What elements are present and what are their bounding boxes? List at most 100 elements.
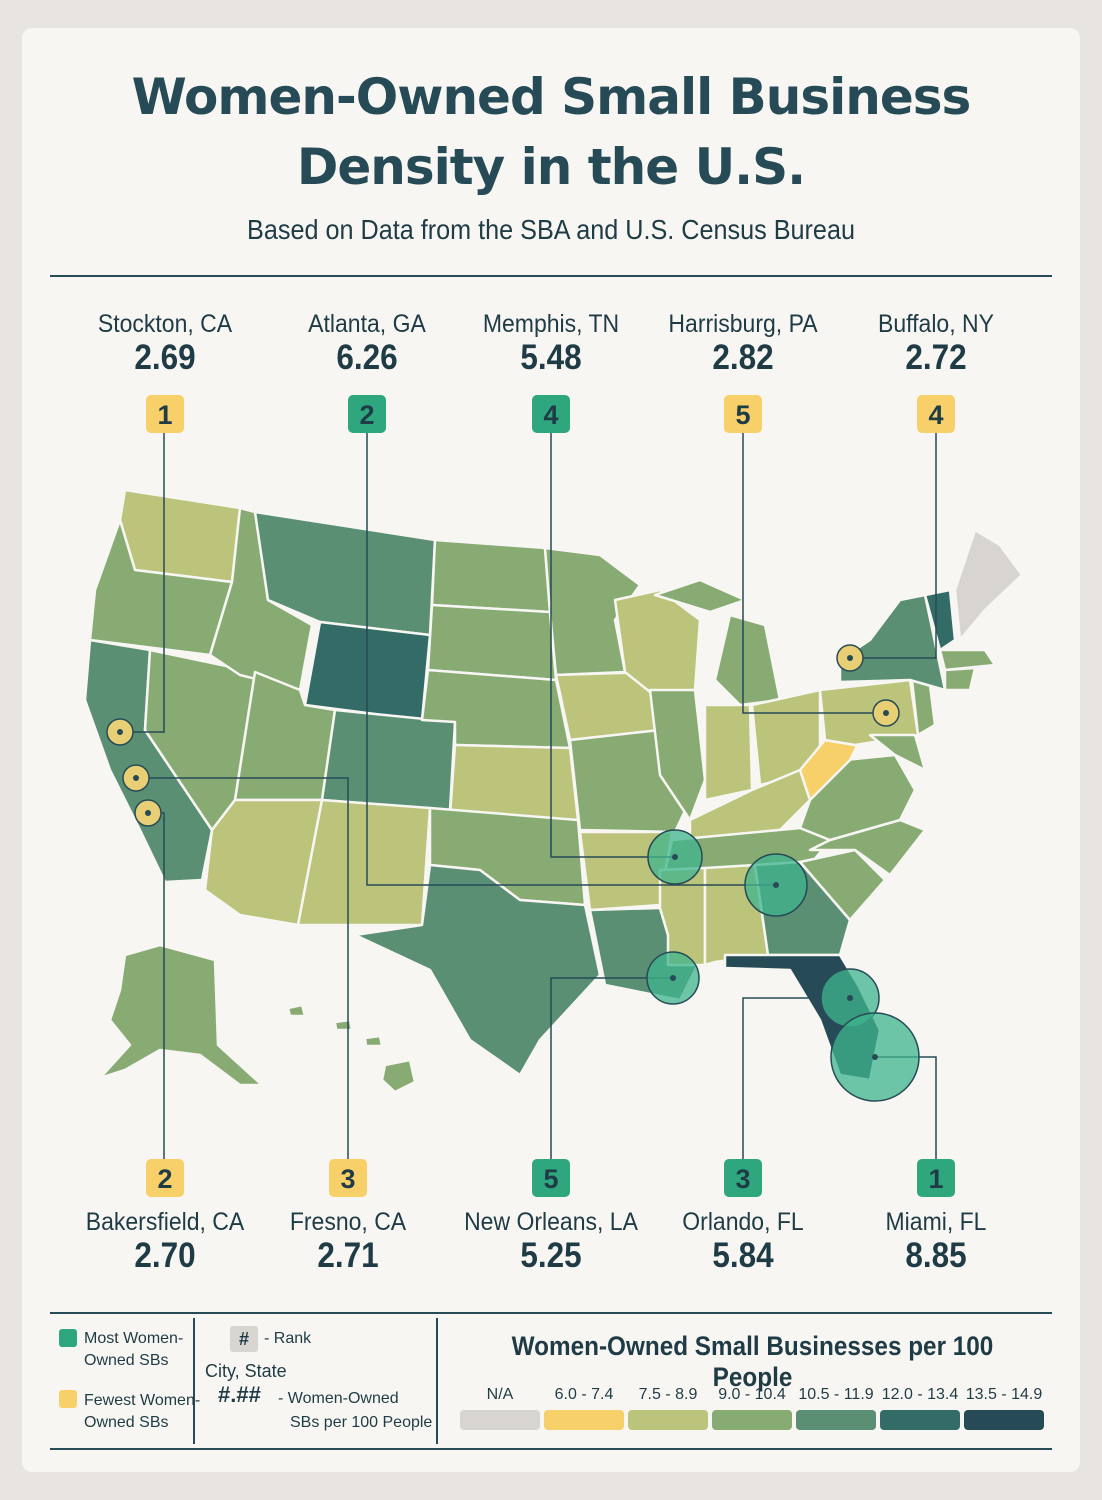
- city-value: 8.85: [905, 1236, 967, 1275]
- leader-orlando: [742, 997, 850, 1160]
- rank-badge-memphis: 4: [532, 395, 570, 433]
- fewest-swatch: [59, 1390, 77, 1408]
- marker-stockton-dot: [117, 729, 123, 735]
- most-swatch: [59, 1329, 77, 1347]
- marker-harrisburg-dot: [883, 710, 889, 716]
- legend-text-line: Most Women-: [84, 1330, 184, 1347]
- value-symbol-key: #.##: [218, 1382, 261, 1407]
- state-maine: [953, 528, 1024, 642]
- leader-memphis: [550, 432, 675, 858]
- city-name: Harrisburg, PA: [668, 310, 818, 338]
- city-label-stockton: Stockton, CA 2.69: [55, 310, 275, 378]
- fewest-legend-label: Fewest Women- Owned SBs: [84, 1390, 200, 1434]
- city-value: 5.84: [712, 1236, 774, 1275]
- city-label-miami: Miami, FL 8.85: [826, 1208, 1046, 1276]
- city-name: Memphis, TN: [482, 310, 620, 338]
- rank-badge-atlanta: 2: [348, 395, 386, 433]
- value-key-text-1: - Women-Owned: [278, 1390, 399, 1407]
- page-subtitle: Based on Data from the SBA and U.S. Cens…: [247, 214, 855, 245]
- state-south-dakota: [426, 603, 558, 682]
- legend-top-divider: [50, 1312, 1052, 1314]
- leader-fresno: [136, 777, 349, 1160]
- most-markers: [646, 829, 920, 1102]
- state-michigan-up: [653, 578, 747, 614]
- rank-badge-fresno: 3: [329, 1159, 367, 1197]
- city-value: 2.82: [712, 338, 774, 377]
- rank-badge-buffalo: 4: [917, 395, 955, 433]
- city-label-atlanta: Atlanta, GA 6.26: [257, 310, 477, 378]
- legend-text-line: Owned SBs: [84, 1352, 169, 1369]
- scale-bar-13-5: [964, 1410, 1044, 1430]
- leader-lines: [120, 432, 937, 1160]
- page-title-line-1: Women-Owned Small Business: [131, 68, 972, 126]
- rank-badge-bakersfield: 2: [146, 1159, 184, 1197]
- leader-buffalo: [850, 432, 937, 659]
- city-value: 2.72: [905, 338, 967, 377]
- state-vermont-nh: [923, 588, 957, 652]
- city-name: Atlanta, GA: [308, 310, 426, 338]
- scale-label-na: N/A: [486, 1386, 514, 1403]
- city-name: New Orleans, LA: [464, 1208, 638, 1236]
- rank-badge-new-orleans: 5: [532, 1159, 570, 1197]
- state-alaska: [98, 943, 264, 1087]
- scale-label-13-5: 13.5 - 14.9: [965, 1386, 1043, 1403]
- legend-text-line: Owned SBs: [84, 1414, 169, 1431]
- scale-bar-9-0: [712, 1410, 792, 1430]
- scale-bar-na: [460, 1410, 540, 1430]
- city-value: 5.25: [520, 1236, 582, 1275]
- marker-buffalo-dot: [847, 655, 853, 661]
- city-name: Orlando, FL: [682, 1208, 804, 1236]
- most-legend-label: Most Women- Owned SBs: [84, 1328, 183, 1372]
- header-divider: [50, 275, 1052, 277]
- rank-key-text: - Rank: [264, 1330, 312, 1347]
- city-label-buffalo: Buffalo, NY 2.72: [826, 310, 1046, 378]
- marker-bakersfield-dot: [145, 810, 151, 816]
- city-name: Bakersfield, CA: [85, 1208, 245, 1236]
- legend-divider-1: [193, 1318, 195, 1444]
- state-north-dakota: [430, 538, 552, 614]
- scale-label-9-0: 9.0 - 10.4: [718, 1386, 786, 1403]
- marker-memphis-dot: [672, 854, 678, 860]
- scale-bar-10-5: [796, 1410, 876, 1430]
- rank-symbol-key: #: [230, 1326, 258, 1352]
- state-maryland-delaware: [868, 733, 927, 772]
- legend-text-line: Fewest Women-: [84, 1392, 201, 1409]
- state-illinois: [648, 688, 707, 822]
- state-new-mexico: [296, 798, 432, 927]
- scale-label-12-0: 12.0 - 13.4: [881, 1386, 959, 1403]
- value-key-text-2: SBs per 100 People: [290, 1414, 433, 1431]
- city-label-new-orleans: New Orleans, LA 5.25: [441, 1208, 661, 1276]
- state-indiana: [703, 703, 754, 802]
- scale-label-10-5: 10.5 - 11.9: [798, 1386, 874, 1403]
- city-name: Fresno, CA: [289, 1208, 407, 1236]
- us-map: [83, 432, 1024, 1160]
- scale-bar-7-5: [628, 1410, 708, 1430]
- state-virginia: [798, 753, 917, 842]
- state-kansas: [448, 743, 580, 822]
- city-name: Buffalo, NY: [878, 310, 994, 338]
- leader-new-orleans: [550, 977, 673, 1160]
- state-washington: [118, 488, 242, 584]
- city-value: 5.48: [520, 338, 582, 377]
- city-label-fresno: Fresno, CA 2.71: [238, 1208, 458, 1276]
- page-title-line-2: Density in the U.S.: [296, 138, 806, 196]
- leader-atlanta: [366, 432, 776, 886]
- rank-badge-orlando: 3: [724, 1159, 762, 1197]
- scale-label-6-0: 6.0 - 7.4: [554, 1386, 614, 1403]
- leader-stockton: [120, 432, 165, 733]
- leader-harrisburg: [742, 432, 886, 714]
- city-label-memphis: Memphis, TN 5.48: [441, 310, 661, 378]
- state-massachusetts: [938, 648, 997, 672]
- marker-orlando-dot: [847, 995, 853, 1001]
- city-value: 2.71: [317, 1236, 379, 1275]
- rank-badge-stockton: 1: [146, 395, 184, 433]
- city-label-harrisburg: Harrisburg, PA 2.82: [633, 310, 853, 378]
- city-name: Stockton, CA: [97, 310, 233, 338]
- state-hawaii: [286, 1003, 417, 1094]
- state-michigan: [713, 613, 782, 707]
- marker-new-orleans-dot: [670, 975, 676, 981]
- marker-fresno-dot: [133, 775, 139, 781]
- city-value: 2.69: [134, 338, 196, 377]
- state-connecticut-ri: [943, 666, 977, 692]
- legend-divider-2: [436, 1318, 438, 1444]
